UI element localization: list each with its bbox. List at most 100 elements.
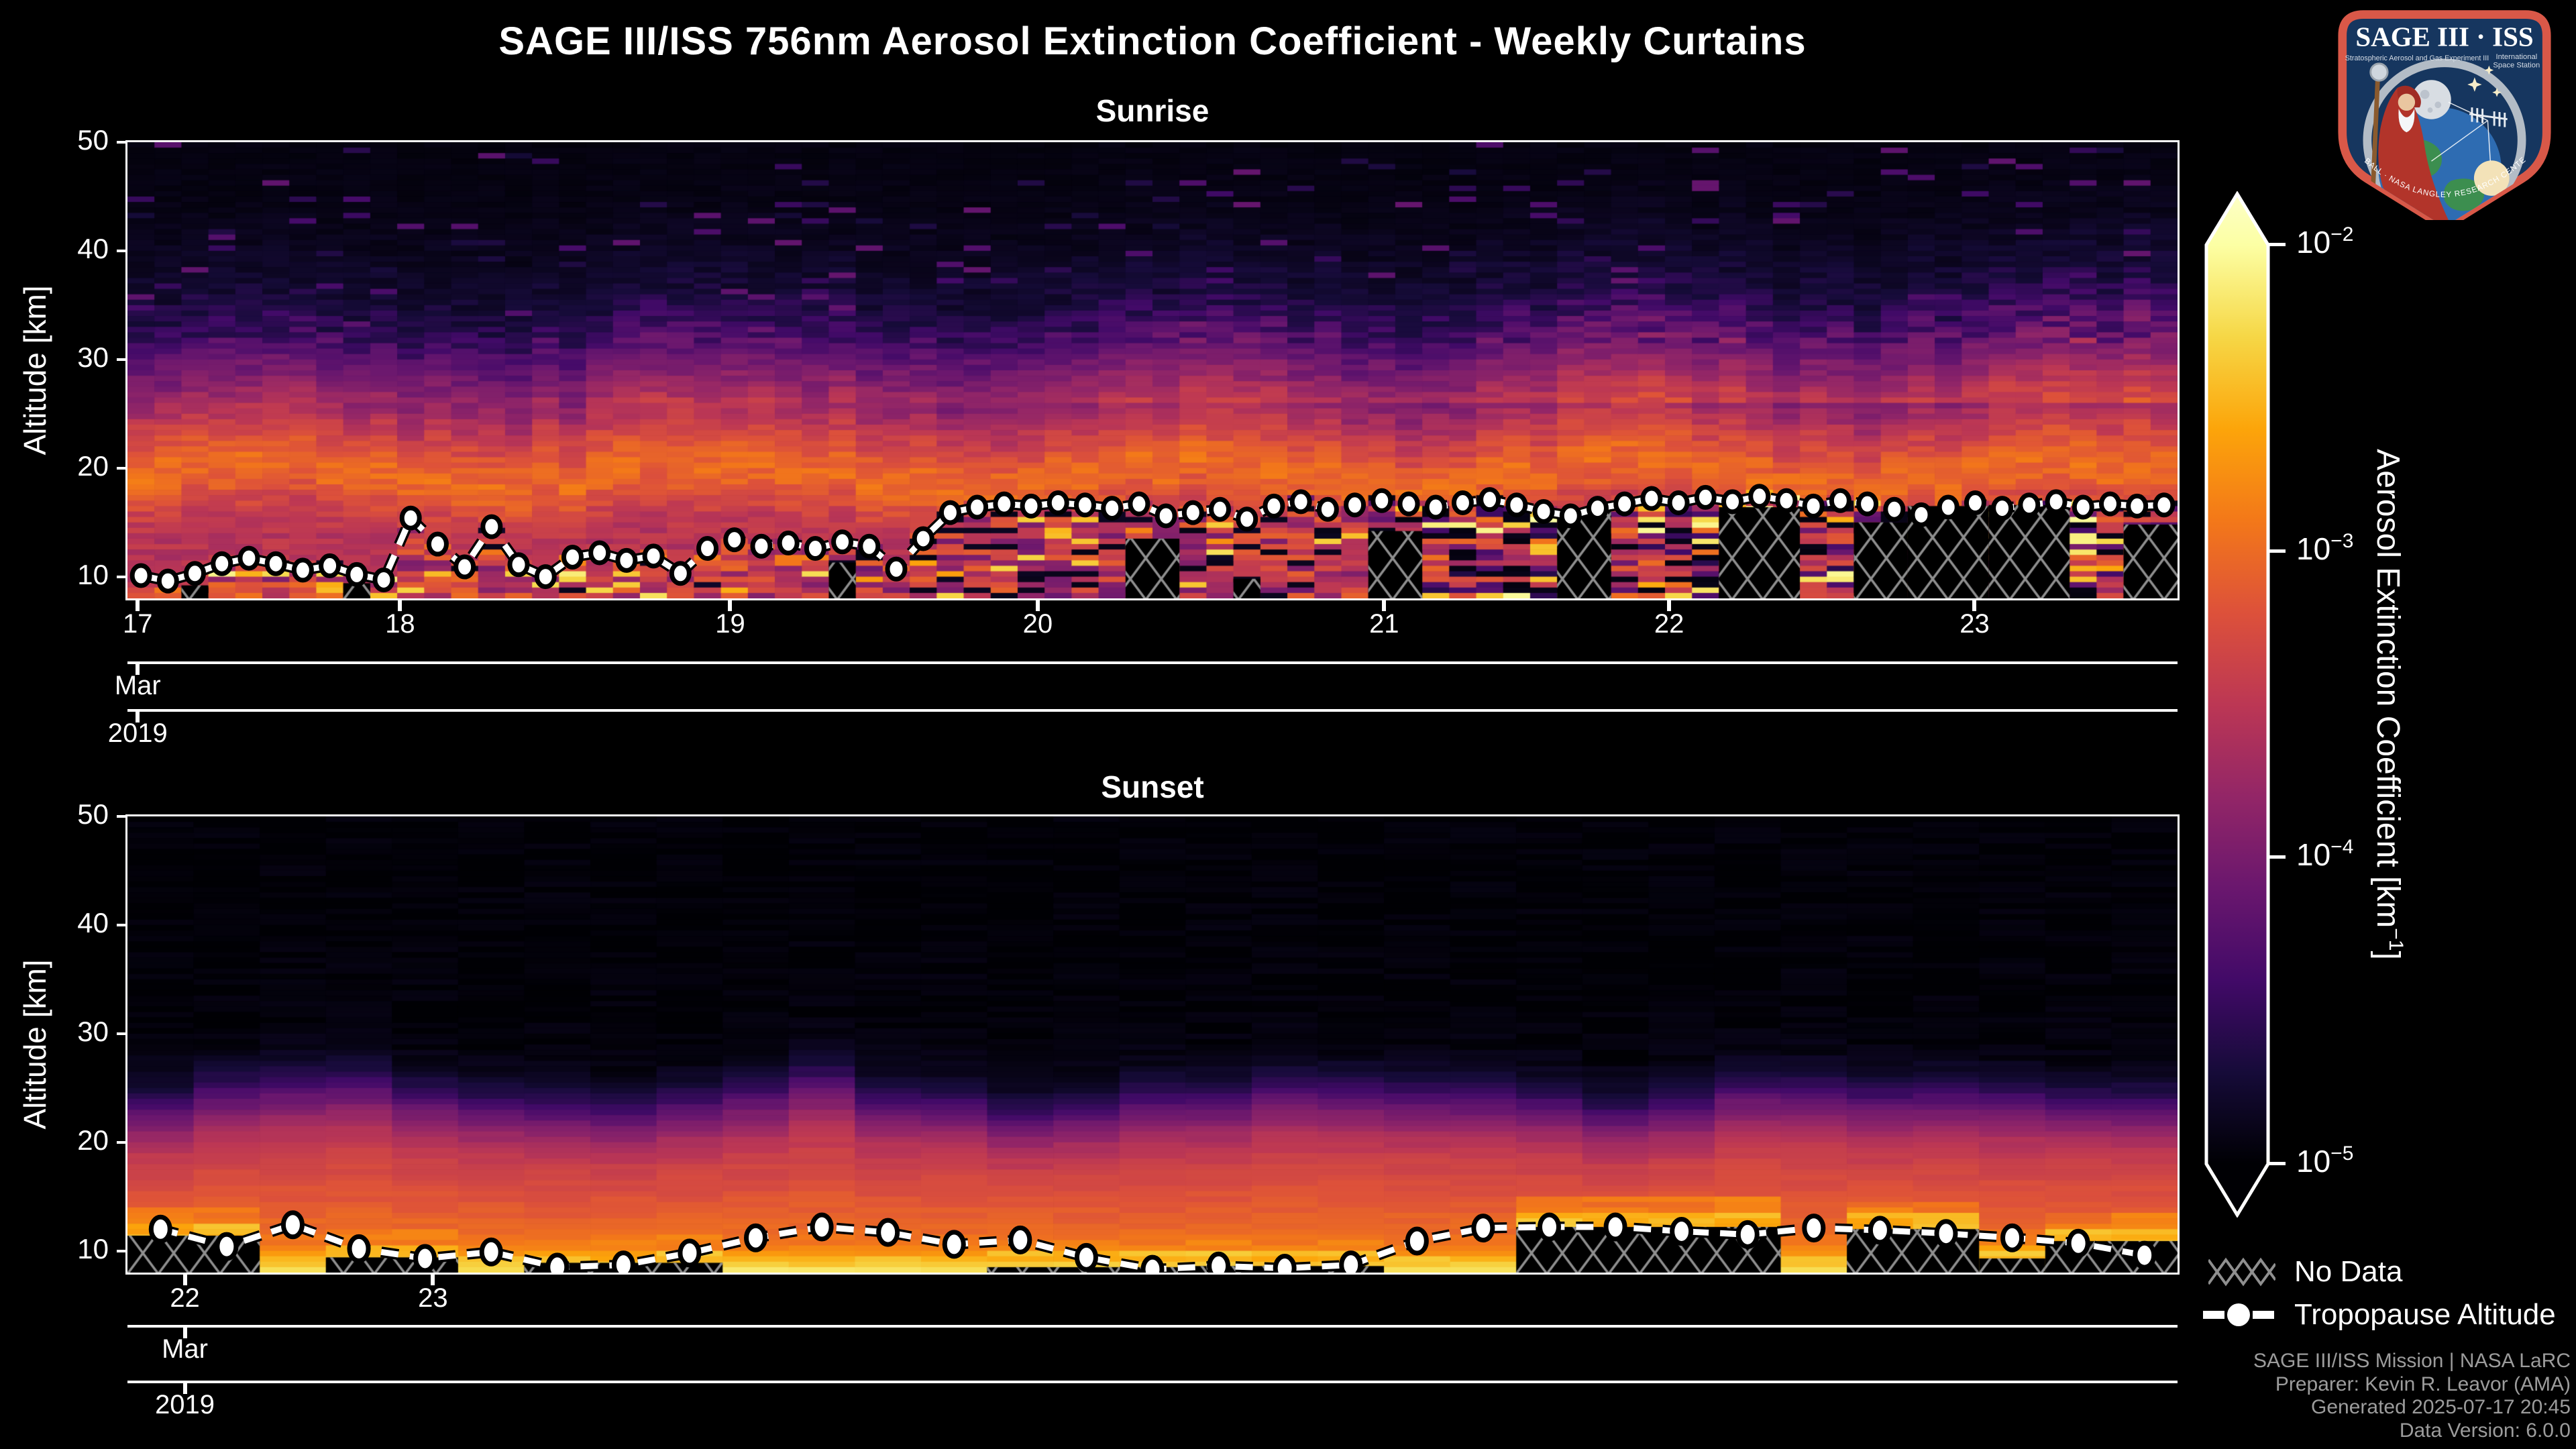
tropopause-marker [237, 545, 260, 571]
tropopause-marker [831, 529, 854, 555]
tropopause-marker [678, 1238, 702, 1268]
tropopause-marker [1613, 491, 1636, 517]
tropopause-marker [1964, 490, 1986, 516]
colorbar-tick [2268, 549, 2286, 553]
tropopause-marker [669, 561, 692, 586]
tropopause-marker [777, 530, 800, 555]
tropopause-line-icon [2203, 1303, 2274, 1326]
y-tick [117, 575, 127, 578]
month-axis-tick [182, 1328, 187, 1338]
tropopause-marker [545, 1252, 570, 1273]
credits-block: SAGE III/ISS Mission | NASA LaRC Prepare… [2253, 1350, 2571, 1442]
colorbar-tick [2268, 1162, 2286, 1165]
x-tick [1382, 600, 1387, 611]
heatmap-canvas-sunset [127, 816, 2178, 1273]
tropopause-marker [1316, 496, 1339, 522]
tropopause-marker [1207, 1251, 1231, 1273]
tropopause-marker [938, 500, 961, 525]
tropopause-marker [1236, 506, 1258, 532]
tropopause-marker [2018, 492, 2041, 518]
x-tick-label: 23 [1960, 609, 1990, 639]
tropopause-marker [2126, 493, 2149, 519]
tropopause-marker [211, 551, 233, 576]
legend-label-no-data: No Data [2294, 1255, 2403, 1288]
tropopause-marker [1937, 494, 1960, 520]
tropopause-marker [1101, 496, 1124, 521]
tropopause-marker [1505, 492, 1528, 518]
logo-sun [2473, 160, 2510, 196]
tropopause-marker [1910, 502, 1933, 527]
month-axis-tick [136, 664, 140, 675]
y-tick-label: 40 [77, 906, 109, 938]
y-tick-label: 30 [77, 1015, 109, 1047]
tropopause-marker [993, 491, 1016, 517]
tropopause-marker [453, 554, 476, 580]
tropopause-marker [399, 505, 422, 531]
y-tick-label: 50 [77, 798, 109, 830]
heatmap-panel-sunset [125, 814, 2180, 1275]
logo-wizard [2369, 62, 2449, 220]
tropopause-marker [1934, 1219, 1958, 1248]
colorbar-tick [2268, 243, 2286, 246]
tropopause-overlay-sunset [148, 1210, 2157, 1273]
tropopause-marker [858, 533, 881, 559]
y-tick [117, 923, 127, 926]
tropopause-marker [507, 552, 530, 578]
tropopause-marker [1128, 491, 1150, 517]
tropopause-marker [129, 563, 152, 588]
panel-title-sunset: Sunset [1101, 769, 1204, 804]
tropopause-marker [1181, 500, 1204, 525]
tropopause-marker [1339, 1250, 1363, 1273]
y-tick [117, 815, 127, 818]
tropopause-overlay-sunrise [129, 484, 2176, 594]
tropopause-line [140, 493, 2165, 584]
tropopause-marker [561, 544, 584, 570]
tropopause-marker [1073, 492, 1096, 518]
tropopause-marker [479, 1237, 503, 1267]
tropopause-marker [1273, 1254, 1297, 1273]
logo-moon [2412, 80, 2451, 119]
tropopause-marker [1748, 484, 1771, 509]
tropopause-marker [156, 568, 179, 594]
tropopause-marker [2153, 492, 2176, 518]
credit-preparer: Preparer: Kevin R. Leavor (AMA) [2275, 1373, 2571, 1395]
x-tick [1035, 600, 1040, 611]
tropopause-marker [2000, 1223, 2025, 1252]
year-axis-label: 2019 [155, 1390, 215, 1419]
tropopause-marker [1371, 488, 1393, 513]
month-axis-label: Mar [162, 1334, 208, 1364]
tropopause-marker [696, 536, 719, 561]
x-tick-label: 22 [170, 1283, 200, 1313]
tropopause-marker [291, 557, 314, 583]
tropopause-marker [1603, 1212, 1627, 1242]
y-tick-label: 30 [77, 341, 109, 373]
tropopause-marker [876, 1218, 900, 1247]
year-axis-tick [182, 1383, 187, 1394]
tropopause-marker [1451, 490, 1474, 516]
tropopause-marker [1289, 489, 1312, 515]
tropopause-marker [1991, 496, 2014, 521]
tropopause-marker [1586, 496, 1609, 521]
tropopause-marker [611, 1250, 635, 1273]
tropopause-marker [215, 1232, 239, 1261]
tropopause-marker [1868, 1216, 1892, 1245]
credit-mission: SAGE III/ISS Mission | NASA LaRC [2253, 1350, 2571, 1372]
month-axis-line [127, 1325, 2178, 1328]
y-tick-label: 10 [77, 1232, 109, 1265]
y-tick [117, 141, 127, 144]
tropopause-marker [1532, 498, 1555, 524]
tropopause-marker [1735, 1220, 1760, 1249]
y-tick [117, 358, 127, 361]
tropopause-marker [2098, 491, 2121, 517]
legend-item-no-data: No Data [2208, 1253, 2402, 1291]
y-tick-label: 40 [77, 232, 109, 264]
tropopause-marker [1829, 488, 1851, 513]
tropopause-marker [1802, 1214, 1826, 1243]
y-tick-label: 50 [77, 124, 109, 156]
y-tick [117, 1140, 127, 1144]
x-tick [398, 600, 402, 611]
tropopause-marker [1008, 1225, 1032, 1254]
heatmap-canvas-sunrise [127, 142, 2178, 598]
legend-label-tropopause: Tropopause Altitude [2294, 1298, 2556, 1331]
